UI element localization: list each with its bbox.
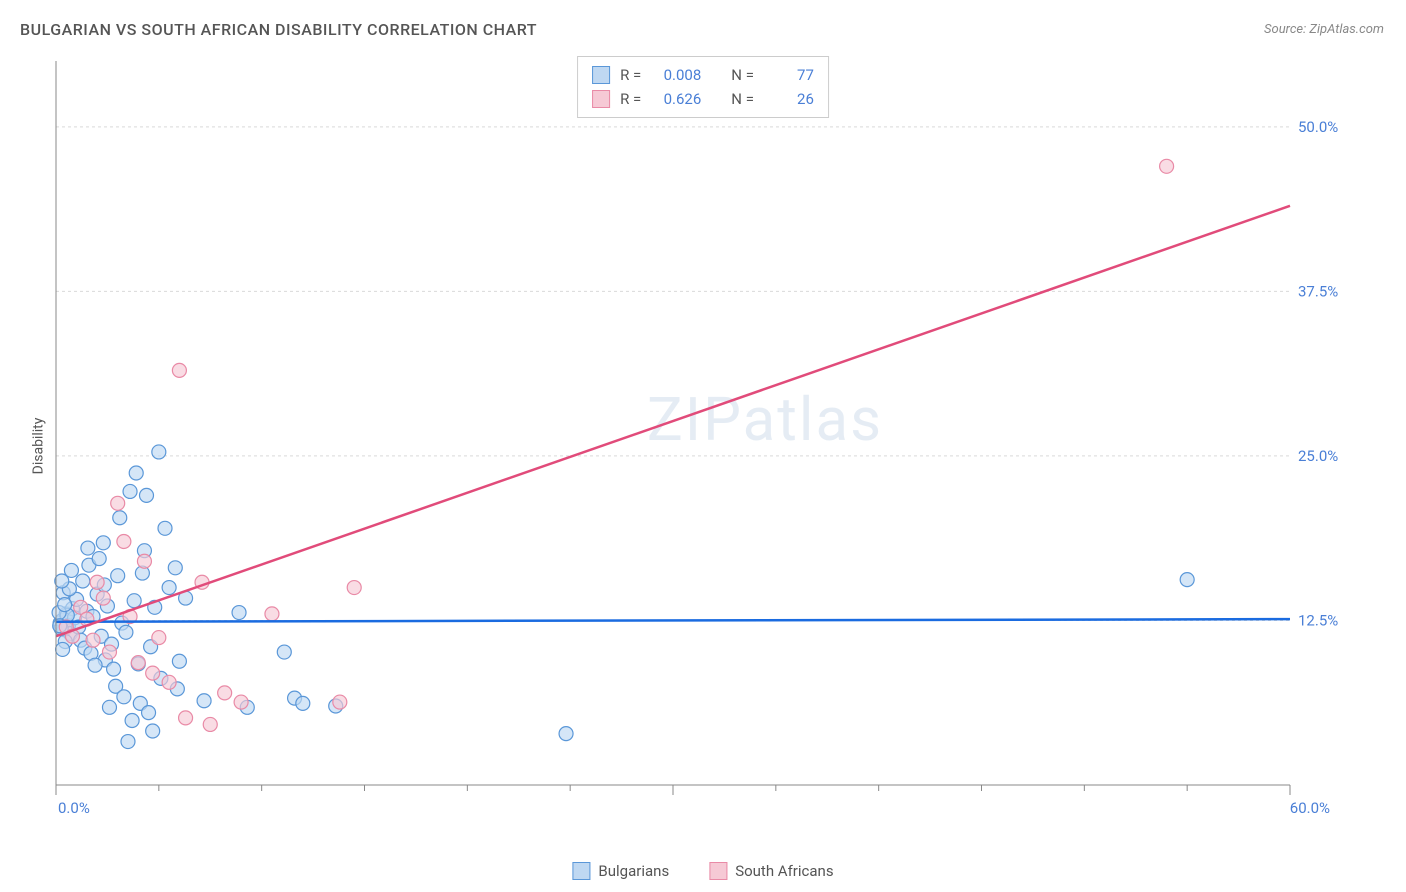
r-label: R =: [620, 63, 641, 87]
r-label: R =: [620, 87, 641, 111]
svg-text:12.5%: 12.5%: [1298, 611, 1338, 629]
chart-container: BULGARIAN VS SOUTH AFRICAN DISABILITY CO…: [0, 0, 1406, 892]
svg-text:50.0%: 50.0%: [1298, 118, 1338, 136]
legend-stats-row-southafricans: R = 0.626 N = 26: [592, 87, 814, 111]
svg-text:37.5%: 37.5%: [1298, 282, 1338, 300]
plot-area: 12.5% 25.0% 37.5% 50.0% ZIPatlas 0.0% 60.0%: [50, 55, 1350, 825]
chart-svg: 12.5% 25.0% 37.5% 50.0% ZIPatlas 0.0% 60.0%: [50, 55, 1350, 825]
n-label: N =: [731, 87, 754, 111]
swatch-bulgarians: [592, 66, 610, 84]
n-label: N =: [731, 63, 754, 87]
legend-stats: R = 0.008 N = 77 R = 0.626 N = 26: [577, 56, 829, 118]
legend-item-bulgarians: Bulgarians: [572, 862, 669, 880]
svg-text:25.0%: 25.0%: [1298, 447, 1338, 465]
legend-series: Bulgarians South Africans: [572, 862, 833, 880]
chart-title: BULGARIAN VS SOUTH AFRICAN DISABILITY CO…: [20, 20, 537, 39]
y-axis-label: Disability: [30, 418, 46, 475]
swatch-southafricans: [592, 90, 610, 108]
svg-text:60.0%: 60.0%: [1290, 799, 1330, 817]
r-value-southafricans: 0.626: [651, 87, 701, 111]
legend-stats-row-bulgarians: R = 0.008 N = 77: [592, 63, 814, 87]
legend-label-southafricans: South Africans: [735, 862, 833, 880]
source-label: Source: ZipAtlas.com: [1264, 22, 1384, 37]
legend-item-southafricans: South Africans: [709, 862, 833, 880]
svg-text:ZIPatlas: ZIPatlas: [647, 384, 883, 455]
swatch-southafricans-bottom: [709, 862, 727, 880]
n-value-southafricans: 26: [764, 87, 814, 111]
legend-label-bulgarians: Bulgarians: [598, 862, 669, 880]
n-value-bulgarians: 77: [764, 63, 814, 87]
svg-text:0.0%: 0.0%: [58, 799, 90, 817]
r-value-bulgarians: 0.008: [651, 63, 701, 87]
swatch-bulgarians-bottom: [572, 862, 590, 880]
